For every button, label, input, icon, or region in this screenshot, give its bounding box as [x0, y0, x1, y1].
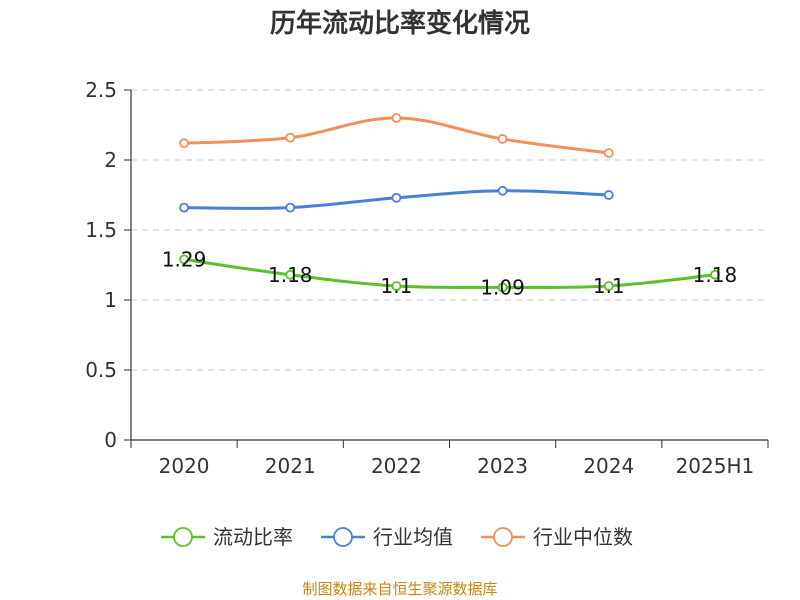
data-point[interactable] [391, 113, 402, 123]
data-label: 1.18 [693, 263, 738, 287]
legend-item[interactable]: 流动比率 [161, 525, 293, 549]
x-tick-label: 2021 [265, 454, 316, 478]
axes: 0 0.5 1 1.5 2 2.5 2020 2021 2022 2023 2024 2025H1 [85, 78, 769, 478]
legend-marker-icon [333, 527, 353, 547]
legend-label: 流动比率 [213, 525, 293, 549]
legend-label: 行业中位数 [533, 525, 633, 549]
data-point[interactable] [391, 281, 402, 291]
data-point[interactable] [179, 202, 189, 213]
grid-lines [131, 89, 768, 371]
series-line [182, 257, 717, 290]
data-point[interactable] [391, 192, 402, 203]
data-label: 1.1 [381, 274, 413, 298]
x-tick-label: 2023 [477, 454, 528, 478]
data-label: 1.29 [162, 247, 207, 271]
legend-item[interactable]: 行业均值 [321, 525, 453, 549]
data-point[interactable] [603, 148, 614, 158]
legend-marker-icon [173, 527, 193, 547]
y-tick-label: 2 [104, 148, 117, 172]
source-note: 制图数据来自恒生聚源数据库 [302, 580, 497, 598]
legend-marker-icon [493, 527, 513, 547]
y-tick-label: 1 [104, 288, 117, 312]
series-lines [179, 113, 720, 293]
data-point[interactable] [497, 134, 508, 144]
data-point[interactable] [285, 269, 296, 280]
legend[interactable]: 流动比率 行业均值 行业中位数 [161, 525, 633, 549]
y-tick-label: 2.5 [85, 78, 117, 102]
x-tick-label: 2025H1 [676, 454, 755, 478]
data-point[interactable] [285, 132, 296, 143]
data-point[interactable] [710, 269, 720, 280]
x-tick-label: 2020 [159, 454, 210, 478]
legend-label: 行业均值 [373, 525, 453, 549]
data-labels: 1.29 1.18 1.1 1.09 1.1 1.18 [162, 247, 737, 299]
series-line [182, 116, 611, 155]
data-point[interactable] [179, 254, 189, 265]
data-point[interactable] [603, 281, 614, 291]
x-tick-label: 2024 [583, 454, 634, 478]
y-tick-label: 1.5 [85, 218, 117, 242]
y-tick-label: 0.5 [85, 358, 117, 382]
x-tick-label: 2022 [371, 454, 422, 478]
data-label: 1.1 [593, 274, 625, 298]
data-point[interactable] [497, 185, 508, 196]
data-label: 1.09 [480, 275, 525, 299]
y-tick-label: 0 [104, 428, 117, 452]
chart-title: 历年流动比率变化情况 [270, 8, 530, 39]
data-label: 1.18 [268, 263, 313, 287]
legend-item[interactable]: 行业中位数 [481, 525, 633, 549]
data-point[interactable] [285, 202, 296, 213]
data-point[interactable] [179, 138, 189, 149]
data-point[interactable] [497, 282, 508, 293]
data-point[interactable] [603, 190, 614, 200]
